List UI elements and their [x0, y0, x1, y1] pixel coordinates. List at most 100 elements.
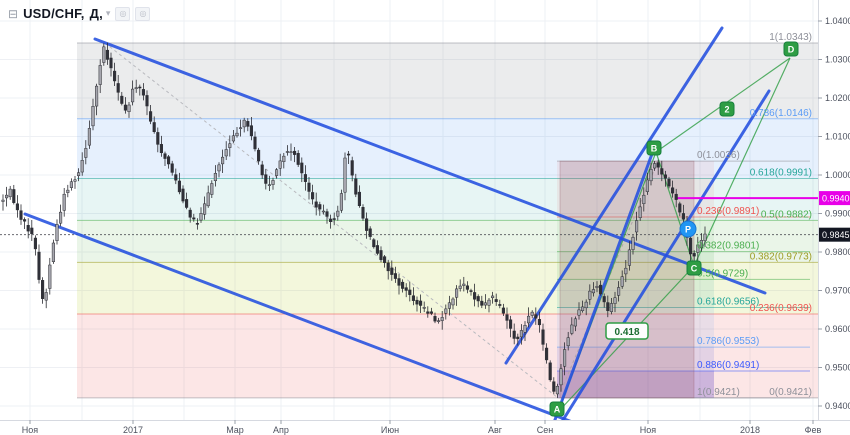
pattern-line-C-D[interactable]: [693, 57, 791, 267]
candle-body: [264, 174, 268, 184]
pattern-point-badge-B[interactable]: B: [646, 140, 662, 156]
badge-square[interactable]: [783, 41, 799, 57]
candle-body: [534, 314, 538, 319]
collapse-icon[interactable]: ⊟: [8, 6, 19, 21]
candle-body: [663, 174, 667, 179]
price-badge-box: [819, 191, 850, 206]
pattern-point-badge-A[interactable]: A: [549, 401, 565, 417]
y-axis-panel[interactable]: [818, 0, 850, 435]
candle-body: [541, 329, 545, 345]
candle-body: [329, 218, 333, 223]
candle-body: [451, 298, 455, 306]
y-axis-label: 1.0100: [825, 132, 850, 142]
candle-body: [12, 189, 16, 203]
candle-body: [213, 173, 217, 182]
badge-square[interactable]: [646, 140, 662, 156]
candle-body: [638, 206, 642, 218]
candle-body: [239, 127, 243, 129]
candle-body: [199, 213, 203, 221]
fib-level-label: 0.382(0.9801): [697, 241, 759, 252]
chevron-down-icon[interactable]: ▾: [105, 8, 111, 18]
ratio-badge-box[interactable]: [605, 322, 649, 340]
x-axis-panel[interactable]: [0, 420, 818, 435]
fib-retracement-1[interactable]: [77, 42, 818, 399]
candle-body: [602, 296, 606, 303]
badge-square[interactable]: [549, 401, 565, 417]
pattern-point-badge-C[interactable]: C: [686, 260, 702, 276]
trend-line-down-channel-lower[interactable]: [23, 212, 588, 428]
x-axis-label: 2018: [740, 425, 760, 435]
candle-body: [667, 178, 671, 187]
candle-body: [645, 179, 649, 192]
candle-body: [609, 303, 613, 312]
candle-body: [429, 311, 433, 314]
fib-band: [77, 42, 818, 119]
pattern-point-badge-D[interactable]: D: [783, 41, 799, 57]
fib-level-label: 0.5(0.9882): [761, 209, 812, 220]
ratio-badge-label: 0.418: [614, 327, 639, 338]
x-axis-label: Апр: [273, 425, 289, 435]
candle-body: [437, 320, 441, 322]
candle-body: [278, 160, 282, 169]
fib-level-label: 0.618(0.9656): [697, 296, 759, 307]
candle-body: [311, 192, 315, 200]
candle-body: [386, 262, 390, 272]
symbol-header[interactable]: ⊟ USD/CHF, Д, ▾ ◎ ◎: [8, 6, 151, 21]
pattern-point-badge-2[interactable]: 2: [719, 101, 735, 117]
candle-body: [321, 210, 325, 213]
candle-body: [357, 191, 361, 206]
candle-body: [203, 203, 207, 215]
candle-body: [570, 324, 574, 334]
candle-body: [325, 211, 329, 217]
candle-body: [37, 251, 41, 280]
candle-body: [318, 204, 322, 210]
candle-body: [260, 164, 264, 176]
candle-body: [404, 287, 408, 291]
candle-body: [462, 283, 466, 286]
candle-body: [624, 267, 628, 275]
candles[interactable]: [1, 42, 707, 398]
candle-body: [167, 156, 171, 165]
badge-letter: C: [691, 264, 698, 274]
price-badge-box: [819, 227, 850, 242]
badge-square[interactable]: [719, 101, 735, 117]
pattern-point-badge-P[interactable]: P: [679, 220, 697, 238]
candle-body: [573, 318, 577, 327]
candle-body: [509, 319, 513, 329]
candle-body: [41, 280, 45, 299]
trend-line-up-channel-upper[interactable]: [504, 26, 724, 365]
candle-body: [368, 228, 372, 237]
range-highlight-box[interactable]: [559, 160, 695, 399]
candle-body: [519, 330, 523, 338]
candle-body: [73, 179, 77, 182]
trend-line-up-line-A-B[interactable]: [552, 141, 658, 428]
candle-body: [267, 184, 271, 186]
trend-line-up-channel-lower[interactable]: [558, 89, 771, 428]
trend-line-down-channel-upper[interactable]: [93, 37, 767, 295]
candle-body: [69, 181, 73, 188]
candle-body: [372, 239, 376, 248]
ratio-badge-0418[interactable]: 0.418: [605, 322, 649, 340]
candle-body: [537, 319, 541, 326]
candle-body: [566, 337, 570, 347]
badge-letter: A: [554, 405, 561, 415]
candle-body: [487, 299, 491, 306]
symbol-name[interactable]: USD/CHF,: [23, 6, 85, 21]
candle-body: [26, 225, 30, 232]
badge-square[interactable]: [686, 260, 702, 276]
candle-body: [23, 219, 27, 222]
candle-body: [228, 143, 232, 148]
candle-body: [95, 85, 99, 107]
interval-label[interactable]: Д,: [89, 6, 103, 21]
compare-icon[interactable]: ◎: [115, 6, 131, 21]
candle-body: [303, 174, 307, 182]
indicator-icon[interactable]: ◎: [135, 6, 151, 21]
badge-circle[interactable]: [679, 220, 697, 238]
plot-area[interactable]: [0, 0, 818, 428]
y-axis-label: 1.0300: [825, 55, 850, 65]
candle-body: [440, 317, 444, 321]
candle-body: [170, 163, 174, 173]
candle-body: [354, 178, 358, 195]
